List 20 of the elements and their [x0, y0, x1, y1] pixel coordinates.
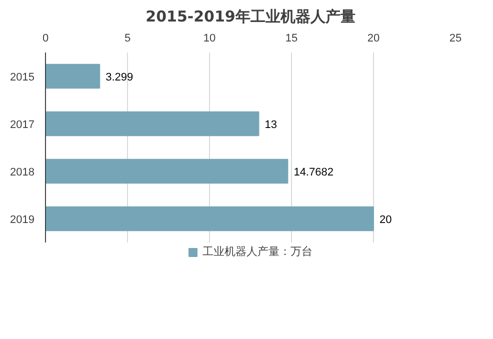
bar: [46, 158, 288, 184]
x-tick-label: 0: [42, 32, 49, 44]
y-tick-label: 2019: [10, 214, 35, 226]
data-label: 3.299: [106, 71, 134, 84]
x-tick-label: 25: [449, 32, 462, 44]
data-label: 20: [380, 214, 392, 226]
legend-label: 工业机器人产量：万台: [202, 244, 312, 259]
x-tick-label: 20: [367, 32, 380, 44]
bar: [46, 206, 374, 232]
x-tick-label: 5: [124, 32, 131, 44]
chart-title: 2015-2019年工业机器人产量: [146, 8, 356, 26]
bar: [46, 111, 260, 136]
y-tick-label: 2018: [10, 166, 35, 178]
x-tick-label: 10: [203, 32, 216, 44]
data-label: 14.7682: [294, 166, 334, 178]
y-tick-label: 2015: [10, 71, 35, 84]
x-tick-label: 15: [285, 32, 298, 44]
data-label: 13: [264, 118, 277, 131]
y-tick-label: 2017: [10, 118, 35, 131]
bar: [46, 64, 100, 89]
